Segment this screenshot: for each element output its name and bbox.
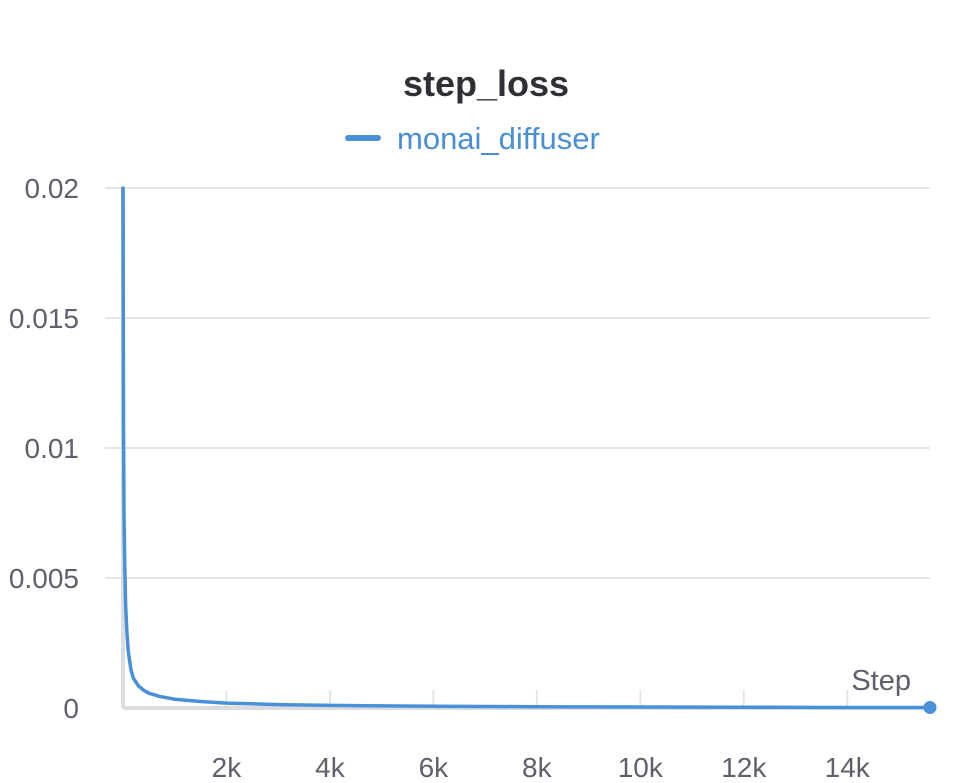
x-tick-label: 2k — [212, 752, 243, 783]
x-tick-label: 10k — [618, 752, 664, 783]
series-line-monai-diffuser[interactable] — [121, 186, 932, 710]
x-tick-label: 12k — [721, 752, 767, 783]
x-tick-label: 14k — [825, 752, 871, 783]
x-tick-label: 6k — [419, 752, 450, 783]
y-tick-label: 0.015 — [9, 303, 79, 334]
x-tick-label: 4k — [315, 752, 346, 783]
y-axis-ticks: 0 0.005 0.01 0.015 0.02 — [9, 173, 79, 724]
x-axis-label: Step — [851, 665, 911, 697]
x-tick-label: 8k — [522, 752, 553, 783]
y-tick-label: 0.01 — [25, 433, 80, 464]
grid — [105, 187, 930, 579]
y-tick-label: 0 — [63, 693, 79, 724]
x-axis-ticks: 2k 4k 6k 8k 10k 12k 14k — [212, 690, 871, 783]
legend-label-monai-diffuser[interactable]: monai_diffuser — [397, 121, 600, 156]
legend[interactable]: monai_diffuser — [345, 121, 600, 156]
y-tick-label: 0.005 — [9, 563, 79, 594]
series-end-marker[interactable] — [923, 700, 937, 714]
chart-title: step_loss — [403, 63, 569, 104]
y-tick-label: 0.02 — [25, 173, 80, 204]
